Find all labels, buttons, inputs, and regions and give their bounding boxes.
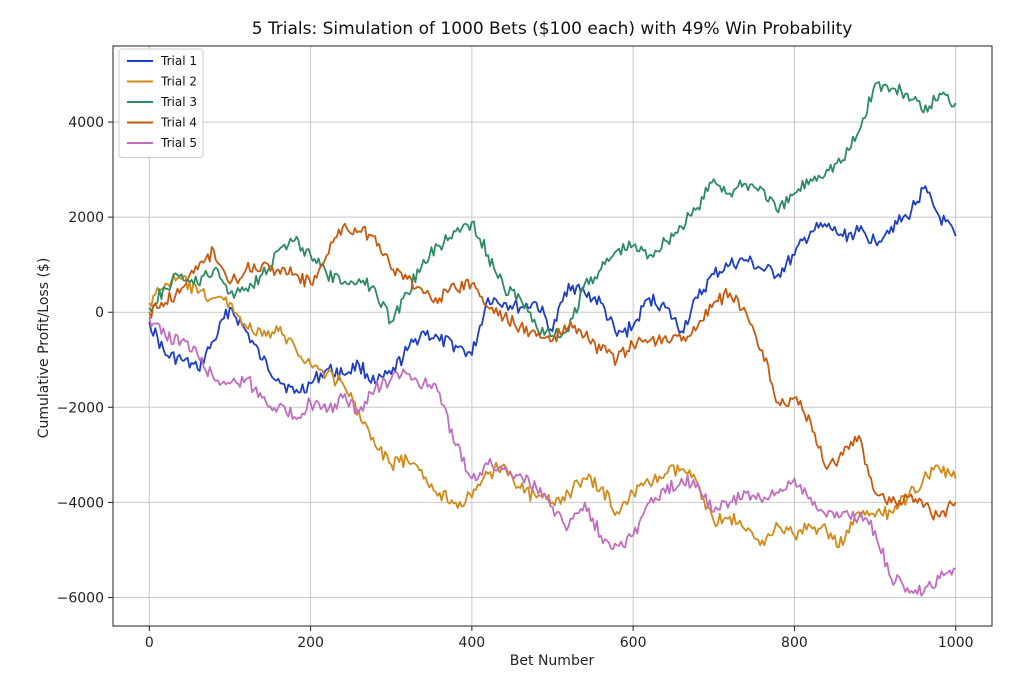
legend: Trial 1 Trial 2 Trial 3 Trial 4 Trial 5 [118,48,204,158]
y-tick-label: 4000 [68,115,104,131]
legend-label: Trial 2 [160,75,197,89]
plot-frame [112,45,993,627]
y-tick-label: −6000 [57,590,104,606]
series-line-2 [148,274,957,549]
y-tick-label: −4000 [57,495,104,511]
legend-label: Trial 1 [160,54,197,68]
series-line-4 [148,222,957,521]
x-tick-label: 600 [620,635,647,651]
x-tick-label: 0 [145,635,154,651]
grid-lines [113,46,992,626]
axis-ticks: 0 200 400 600 800 1000 −6000 −4000 −2000 0 2000 400… [57,115,974,651]
x-tick-label: 200 [297,635,324,651]
legend-label: Trial 3 [160,95,197,109]
legend-box [118,48,204,158]
x-tick-label: 400 [458,635,485,651]
chart-title: 5 Trials: Simulation of 1000 Bets ($100 … [252,19,853,39]
y-tick-label: 0 [95,305,104,321]
series-line-1 [148,185,957,394]
y-tick-label: −2000 [57,400,104,416]
y-tick-label: 2000 [68,210,104,226]
series-line-5 [148,316,956,597]
series-layer [148,81,957,597]
x-tick-label: 800 [781,635,808,651]
x-tick-label: 1000 [938,635,974,651]
legend-label: Trial 5 [160,136,197,150]
y-axis-label: Cumulative Profit/Loss ($) [36,258,52,439]
x-axis-label: Bet Number [510,653,595,669]
legend-label: Trial 4 [160,116,197,130]
series-line-3 [148,81,957,339]
